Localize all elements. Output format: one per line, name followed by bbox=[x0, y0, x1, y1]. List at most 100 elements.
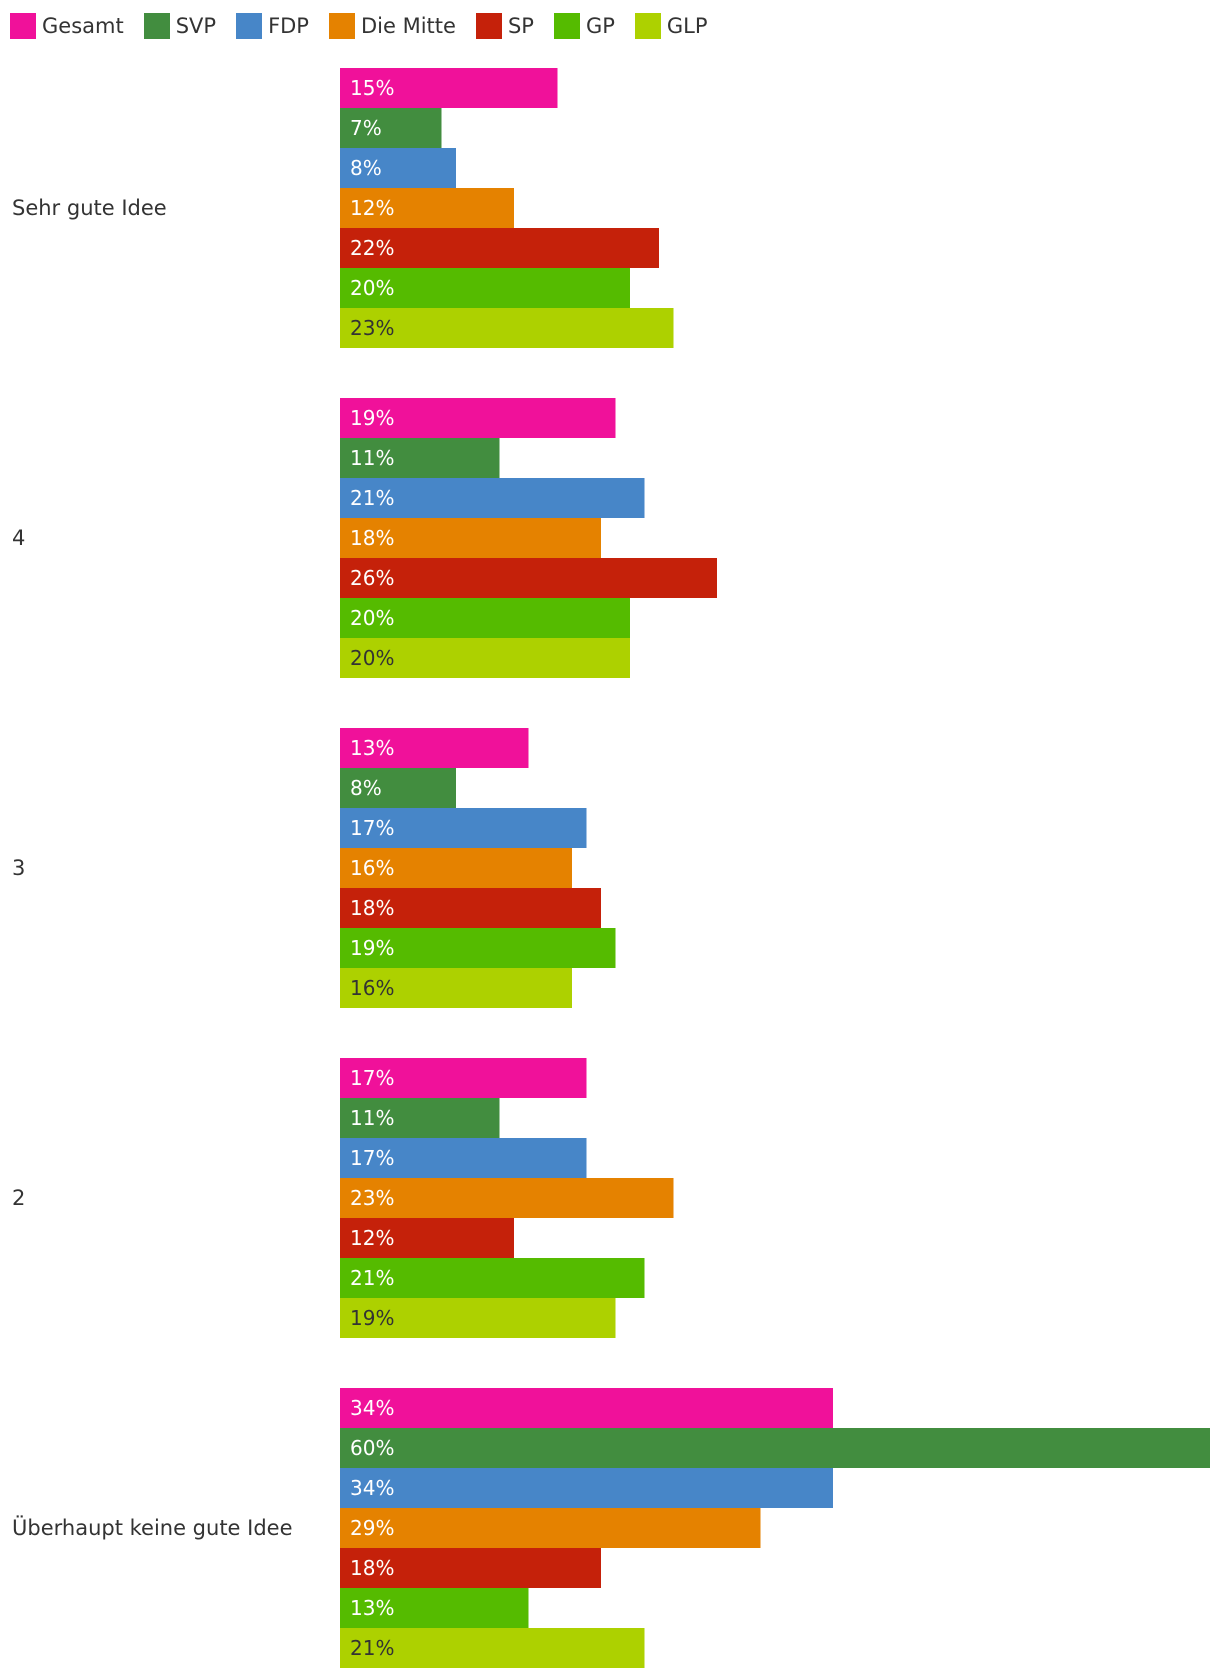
category-label: Sehr gute Idee bbox=[12, 196, 167, 220]
data-label: 13% bbox=[350, 736, 394, 760]
bar-sp[interactable] bbox=[340, 1548, 601, 1588]
data-label: 17% bbox=[350, 1066, 394, 1090]
bar-sp[interactable] bbox=[340, 558, 717, 598]
category-group-4: 4 19% 11% 21% 18% 26% 20% 20% bbox=[12, 398, 717, 678]
bar-fdp[interactable] bbox=[340, 1468, 833, 1508]
legend-item-gp[interactable]: GP bbox=[553, 13, 615, 39]
bar-gesamt[interactable] bbox=[340, 398, 616, 438]
category-label: 2 bbox=[12, 1186, 25, 1210]
data-label: 11% bbox=[350, 1106, 394, 1130]
legend-label: GP bbox=[585, 14, 615, 38]
data-label: 16% bbox=[350, 976, 394, 1000]
bar-sp[interactable] bbox=[340, 888, 601, 928]
data-label: 11% bbox=[350, 446, 394, 470]
data-label: 19% bbox=[350, 406, 394, 430]
bar-svp[interactable] bbox=[340, 108, 442, 148]
data-label: 19% bbox=[350, 1306, 394, 1330]
bar-glp[interactable] bbox=[340, 1628, 645, 1668]
data-label: 34% bbox=[350, 1476, 394, 1500]
bar-svp[interactable] bbox=[340, 1428, 1210, 1468]
bar-glp[interactable] bbox=[340, 1298, 616, 1338]
data-label: 12% bbox=[350, 1226, 394, 1250]
data-label: 21% bbox=[350, 486, 394, 510]
bar-die-mitte[interactable] bbox=[340, 518, 601, 558]
legend-label: SVP bbox=[175, 14, 217, 38]
bar-fdp[interactable] bbox=[340, 478, 645, 518]
category-group-sehr-gute-idee: Sehr gute Idee 15% 7% 8% 12% 22% 20% 23% bbox=[12, 68, 674, 348]
data-label: 26% bbox=[350, 566, 394, 590]
data-label: 8% bbox=[350, 776, 382, 800]
legend-label: Die Mitte bbox=[360, 14, 456, 38]
data-label: 13% bbox=[350, 1596, 394, 1620]
data-label: 21% bbox=[350, 1266, 394, 1290]
bar-sp[interactable] bbox=[340, 228, 659, 268]
data-label: 18% bbox=[350, 1556, 394, 1580]
bar-gp[interactable] bbox=[340, 1258, 645, 1298]
data-label: 18% bbox=[350, 526, 394, 550]
bar-gp[interactable] bbox=[340, 1588, 529, 1628]
bar-gesamt[interactable] bbox=[340, 68, 558, 108]
data-label: 22% bbox=[350, 236, 394, 260]
chart-legend: Gesamt SVP FDP Die Mitte SP GP GLP bbox=[10, 10, 728, 42]
bar-sp[interactable] bbox=[340, 1218, 514, 1258]
legend-swatch bbox=[553, 13, 580, 39]
category-label: Überhaupt keine gute Idee bbox=[12, 1515, 293, 1540]
legend-label: FDP bbox=[268, 14, 309, 38]
bar-die-mitte[interactable] bbox=[340, 1508, 761, 1548]
legend-label: Gesamt bbox=[42, 14, 124, 38]
bar-svp[interactable] bbox=[340, 438, 500, 478]
legend-swatch bbox=[328, 13, 355, 39]
data-label: 20% bbox=[350, 646, 394, 670]
data-label: 23% bbox=[350, 316, 394, 340]
legend-item-svp[interactable]: SVP bbox=[143, 13, 217, 39]
data-label: 19% bbox=[350, 936, 394, 960]
category-group-uberhaupt-keine-gute-idee: Überhaupt keine gute Idee 34% 60% 34% 29% 18%… bbox=[12, 1388, 1210, 1668]
bar-glp[interactable] bbox=[340, 638, 630, 678]
bar-glp[interactable] bbox=[340, 308, 674, 348]
data-label: 12% bbox=[350, 196, 394, 220]
legend-item-sp[interactable]: SP bbox=[475, 13, 534, 39]
bar-fdp[interactable] bbox=[340, 808, 587, 848]
data-label: 20% bbox=[350, 276, 394, 300]
data-label: 16% bbox=[350, 856, 394, 880]
legend-swatch bbox=[236, 13, 263, 39]
bar-gp[interactable] bbox=[340, 268, 630, 308]
bar-svp[interactable] bbox=[340, 1098, 500, 1138]
data-label: 21% bbox=[350, 1636, 394, 1660]
bar-glp[interactable] bbox=[340, 968, 572, 1008]
data-label: 7% bbox=[350, 116, 382, 140]
bar-svp[interactable] bbox=[340, 768, 456, 808]
legend-item-gesamt[interactable]: Gesamt bbox=[10, 13, 124, 39]
bar-gp[interactable] bbox=[340, 928, 616, 968]
legend-swatch bbox=[10, 13, 36, 39]
legend-item-fdp[interactable]: FDP bbox=[236, 13, 309, 39]
data-label: 23% bbox=[350, 1186, 394, 1210]
category-label: 3 bbox=[12, 856, 25, 880]
category-group-3: 3 13% 8% 17% 16% 18% 19% 16% bbox=[12, 728, 616, 1008]
data-label: 8% bbox=[350, 156, 382, 180]
legend-item-die-mitte[interactable]: Die Mitte bbox=[328, 13, 456, 39]
legend-label: GLP bbox=[666, 14, 708, 38]
bar-fdp[interactable] bbox=[340, 148, 456, 188]
data-label: 34% bbox=[350, 1396, 394, 1420]
bar-gesamt[interactable] bbox=[340, 1058, 587, 1098]
bar-die-mitte[interactable] bbox=[340, 1178, 674, 1218]
bar-fdp[interactable] bbox=[340, 1138, 587, 1178]
bar-gesamt[interactable] bbox=[340, 1388, 833, 1428]
legend-item-glp[interactable]: GLP bbox=[634, 13, 708, 39]
data-label: 20% bbox=[350, 606, 394, 630]
bar-die-mitte[interactable] bbox=[340, 188, 514, 228]
data-label: 18% bbox=[350, 896, 394, 920]
bar-gp[interactable] bbox=[340, 598, 630, 638]
data-label: 17% bbox=[350, 1146, 394, 1170]
bar-gesamt[interactable] bbox=[340, 728, 529, 768]
legend-swatch bbox=[475, 13, 502, 39]
legend-swatch bbox=[634, 13, 661, 39]
category-label: 4 bbox=[12, 526, 25, 550]
data-label: 60% bbox=[350, 1436, 394, 1460]
data-label: 17% bbox=[350, 816, 394, 840]
legend-swatch bbox=[143, 13, 170, 39]
data-label: 29% bbox=[350, 1516, 394, 1540]
bar-die-mitte[interactable] bbox=[340, 848, 572, 888]
